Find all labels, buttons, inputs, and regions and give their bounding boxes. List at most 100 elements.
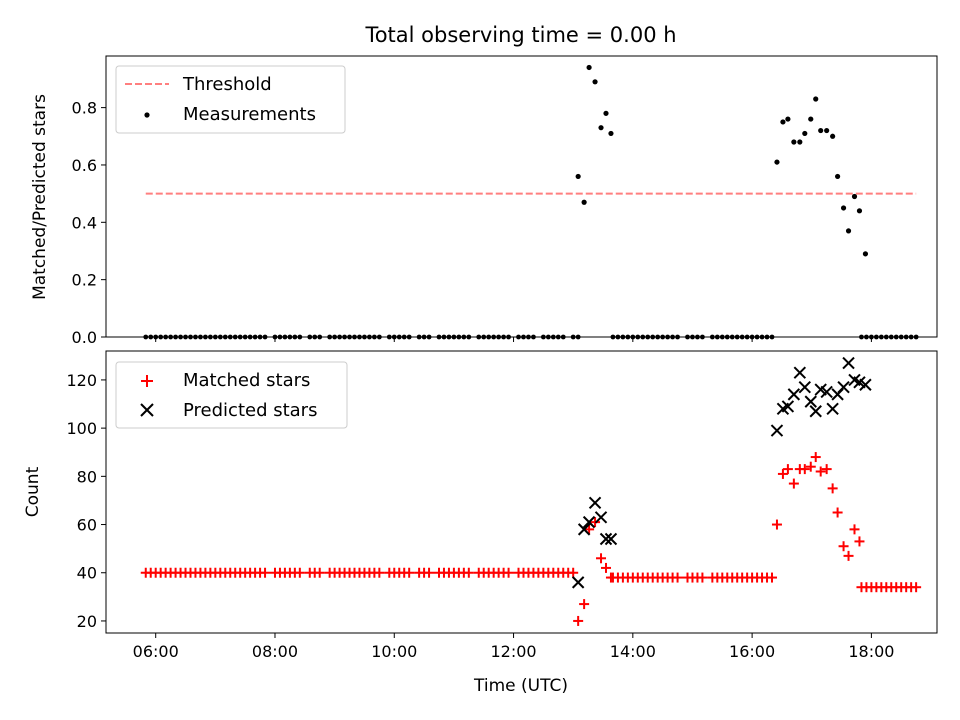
ratio-x-ticks <box>155 337 872 342</box>
measurement-point <box>791 139 797 145</box>
measurement-point <box>802 130 808 137</box>
measurement-point <box>808 116 814 122</box>
x-tick-label: 16:00 <box>729 642 775 661</box>
matched-star-marker <box>810 452 821 463</box>
measurement-point <box>608 130 614 137</box>
ratio-legend: Threshold Measurements <box>115 65 346 134</box>
count-y-axis-label: Count <box>23 466 43 517</box>
x-tick-label: 18:00 <box>848 642 894 661</box>
measurement-point <box>592 79 598 85</box>
ratio-y-axis: 0.0 0.2 0.4 0.6 0.8 <box>72 99 106 347</box>
matched-star-marker <box>463 567 474 578</box>
measurement-point <box>797 139 803 145</box>
matched-star-marker <box>579 599 590 610</box>
legend-threshold-label: Threshold <box>182 74 272 95</box>
count-panel: 20 40 60 80 100 120 06:00 08:00 10:00 12:00 14:00… <box>23 350 938 696</box>
matched-star-marker <box>424 567 435 578</box>
measurement-point <box>598 125 604 131</box>
legend-measurements-swatch <box>144 112 150 118</box>
matched-star-marker <box>503 567 514 578</box>
x-axis-label: Time (UTC) <box>473 676 568 696</box>
measurement-point <box>780 119 786 125</box>
measurement-point <box>862 251 869 257</box>
ratio-y-tick-label: 0.6 <box>72 156 97 175</box>
predicted-star-marker <box>770 424 784 437</box>
matched-star-marker <box>294 567 305 578</box>
count-y-axis: 20 40 60 80 100 120 <box>66 371 106 631</box>
count-y-tick-label: 120 <box>66 371 97 390</box>
ratio-y-tick-label: 0.2 <box>72 271 97 290</box>
matched-star-marker <box>573 615 584 626</box>
matched-star-marker <box>605 572 616 583</box>
predicted-star-marker <box>804 395 817 408</box>
predicted-star-marker <box>599 532 613 546</box>
matched-star-marker <box>596 553 607 564</box>
matched-star-marker <box>260 567 271 578</box>
predicted-star-marker <box>820 385 833 399</box>
predicted-star-marker <box>859 378 872 391</box>
matched-star-marker <box>782 464 793 475</box>
ratio-y-tick-label: 0.0 <box>72 328 97 347</box>
matched-star-marker <box>374 567 385 578</box>
count-y-tick-label: 100 <box>66 419 97 438</box>
predicted-star-marker <box>793 366 807 379</box>
count-y-tick-label: 40 <box>77 564 97 583</box>
ratio-y-tick-label: 0.4 <box>72 213 97 232</box>
matched-star-marker <box>584 524 595 535</box>
measurement-point <box>824 127 830 134</box>
matched-star-marker <box>821 464 832 475</box>
matched-star-marker <box>815 466 826 477</box>
count-legend-box <box>115 361 348 429</box>
matched-star-marker <box>843 550 854 561</box>
x-tick-label: 12:00 <box>490 642 536 661</box>
predicted-star-marker <box>594 511 608 524</box>
matched-star-marker <box>854 536 865 547</box>
count-x-axis: 06:00 08:00 10:00 12:00 14:00 16:00 18:00 <box>133 633 894 661</box>
ratio-legend-box <box>115 65 346 134</box>
measurement-point <box>845 228 852 234</box>
x-tick-label: 08:00 <box>252 642 298 661</box>
count-y-tick-label: 80 <box>77 467 97 486</box>
measurement-point <box>785 116 791 122</box>
measurement-point <box>818 127 824 134</box>
measurement-point <box>840 205 847 211</box>
legend-measurements-label: Measurements <box>183 104 316 125</box>
matched-star-marker <box>849 524 860 535</box>
matched-star-marker <box>777 468 788 479</box>
ratio-y-axis-label: Matched/Predicted stars <box>30 94 50 300</box>
legend-matched-swatch <box>141 375 153 387</box>
x-tick-label: 06:00 <box>133 642 179 661</box>
matched-star-marker <box>568 567 579 578</box>
legend-predicted-swatch <box>140 403 154 417</box>
count-plot-frame <box>105 350 938 634</box>
matched-star-marker <box>788 478 799 489</box>
measurement-point <box>856 208 863 214</box>
predicted-star-marker <box>604 532 618 546</box>
matched-star-marker <box>314 567 325 578</box>
measurement-point <box>830 133 836 139</box>
matched-star-marker <box>799 464 810 475</box>
chart-title: Total observing time = 0.00 h <box>364 23 676 47</box>
count-legend: Matched stars Predicted stars <box>115 361 348 429</box>
matched-star-marker <box>404 567 415 578</box>
legend-matched-label: Matched stars <box>183 370 310 391</box>
measurement-point <box>834 173 841 180</box>
matched-star-marker <box>771 519 782 530</box>
predicted-star-marker <box>809 405 822 418</box>
count-y-tick-label: 20 <box>77 612 97 631</box>
predicted-star-marker <box>798 380 812 394</box>
measurement-point <box>586 64 592 71</box>
matched-star-marker <box>697 572 708 583</box>
predicted-star-marker <box>582 515 596 529</box>
predicted-star-marker <box>588 496 602 510</box>
matched-star-marker <box>672 572 683 583</box>
predicted-star-marker <box>837 380 850 394</box>
x-tick-label: 14:00 <box>610 642 656 661</box>
ratio-plot-frame <box>105 55 938 338</box>
ratio-panel: 0.00.20.40.60.8 Matched/Predicted stars … <box>30 55 938 347</box>
matched-star-marker <box>838 541 849 552</box>
matched-star-marker <box>911 582 922 593</box>
predicted-star-marker <box>571 576 585 589</box>
matched-star-marker <box>600 562 611 573</box>
matched-star-marker <box>805 461 816 472</box>
